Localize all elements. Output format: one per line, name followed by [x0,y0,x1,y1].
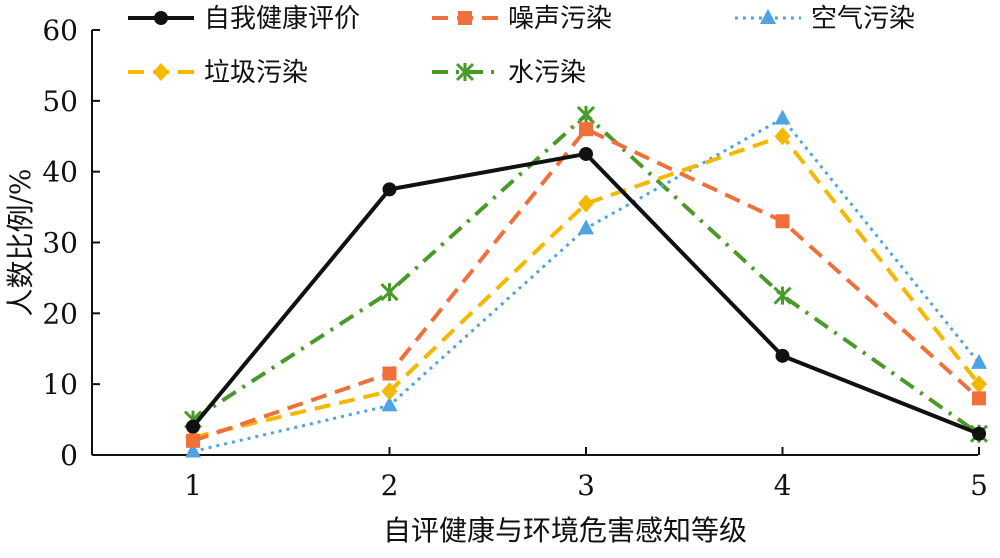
data-point [971,353,987,369]
legend-item: 噪声污染 [432,4,612,34]
data-point [971,375,987,394]
series-3 [185,109,987,458]
data-point [972,391,986,406]
x-tick-label: 2 [381,469,399,502]
y-tick-label: 0 [60,439,78,472]
data-point [579,146,593,161]
series-4 [185,127,987,447]
legend-marker [455,62,475,82]
data-point [185,442,201,458]
data-point [381,382,398,401]
series-1 [186,146,986,441]
legend-item: 垃圾污染 [128,58,308,88]
legend-marker [153,63,169,81]
legend-label: 垃圾污染 [204,58,308,88]
data-point [382,366,397,381]
series-lines [183,105,989,458]
x-tick-label: 4 [774,469,792,502]
y-tick-label: 40 [42,156,78,189]
series-2 [186,122,986,448]
data-point [773,286,792,305]
y-tick-label: 60 [42,14,78,47]
series-line [192,127,981,443]
legend-item: 水污染 [432,58,586,88]
y-tick-label: 10 [42,368,78,401]
x-tick-label: 5 [970,469,988,502]
y-axis-title: 人数比例/% [4,168,37,316]
data-point [578,219,594,235]
ticks: 0 10 20 30 40 50 60 1 2 3 4 5 [42,14,988,502]
data-point [579,122,593,137]
series-line [192,134,981,440]
data-point [381,396,398,412]
legend-marker [760,9,776,24]
data-point [774,109,791,125]
legend-item: 自我健康评价 [128,4,360,34]
x-tick-label: 3 [577,469,595,502]
data-point [972,426,986,441]
legend-item: 空气污染 [735,4,915,34]
data-point [186,419,200,434]
data-point [775,348,790,363]
y-tick-label: 30 [42,227,78,260]
x-tick-label: 1 [184,469,202,502]
legend-label: 空气污染 [811,4,915,34]
data-point [186,433,200,448]
legend-label: 自我健康评价 [204,4,360,34]
y-tick-label: 20 [42,297,78,330]
legend-label: 水污染 [508,58,586,88]
x-axis-title: 自评健康与环境危害感知等级 [383,514,747,547]
data-point [380,283,399,302]
legend-marker [154,11,168,25]
data-point [578,194,594,213]
legend-marker [458,11,472,25]
data-point [382,182,397,197]
y-tick-label: 50 [42,85,78,118]
data-point [774,127,791,146]
legend-label: 噪声污染 [508,4,612,34]
data-point [576,105,596,125]
data-point [775,214,790,229]
